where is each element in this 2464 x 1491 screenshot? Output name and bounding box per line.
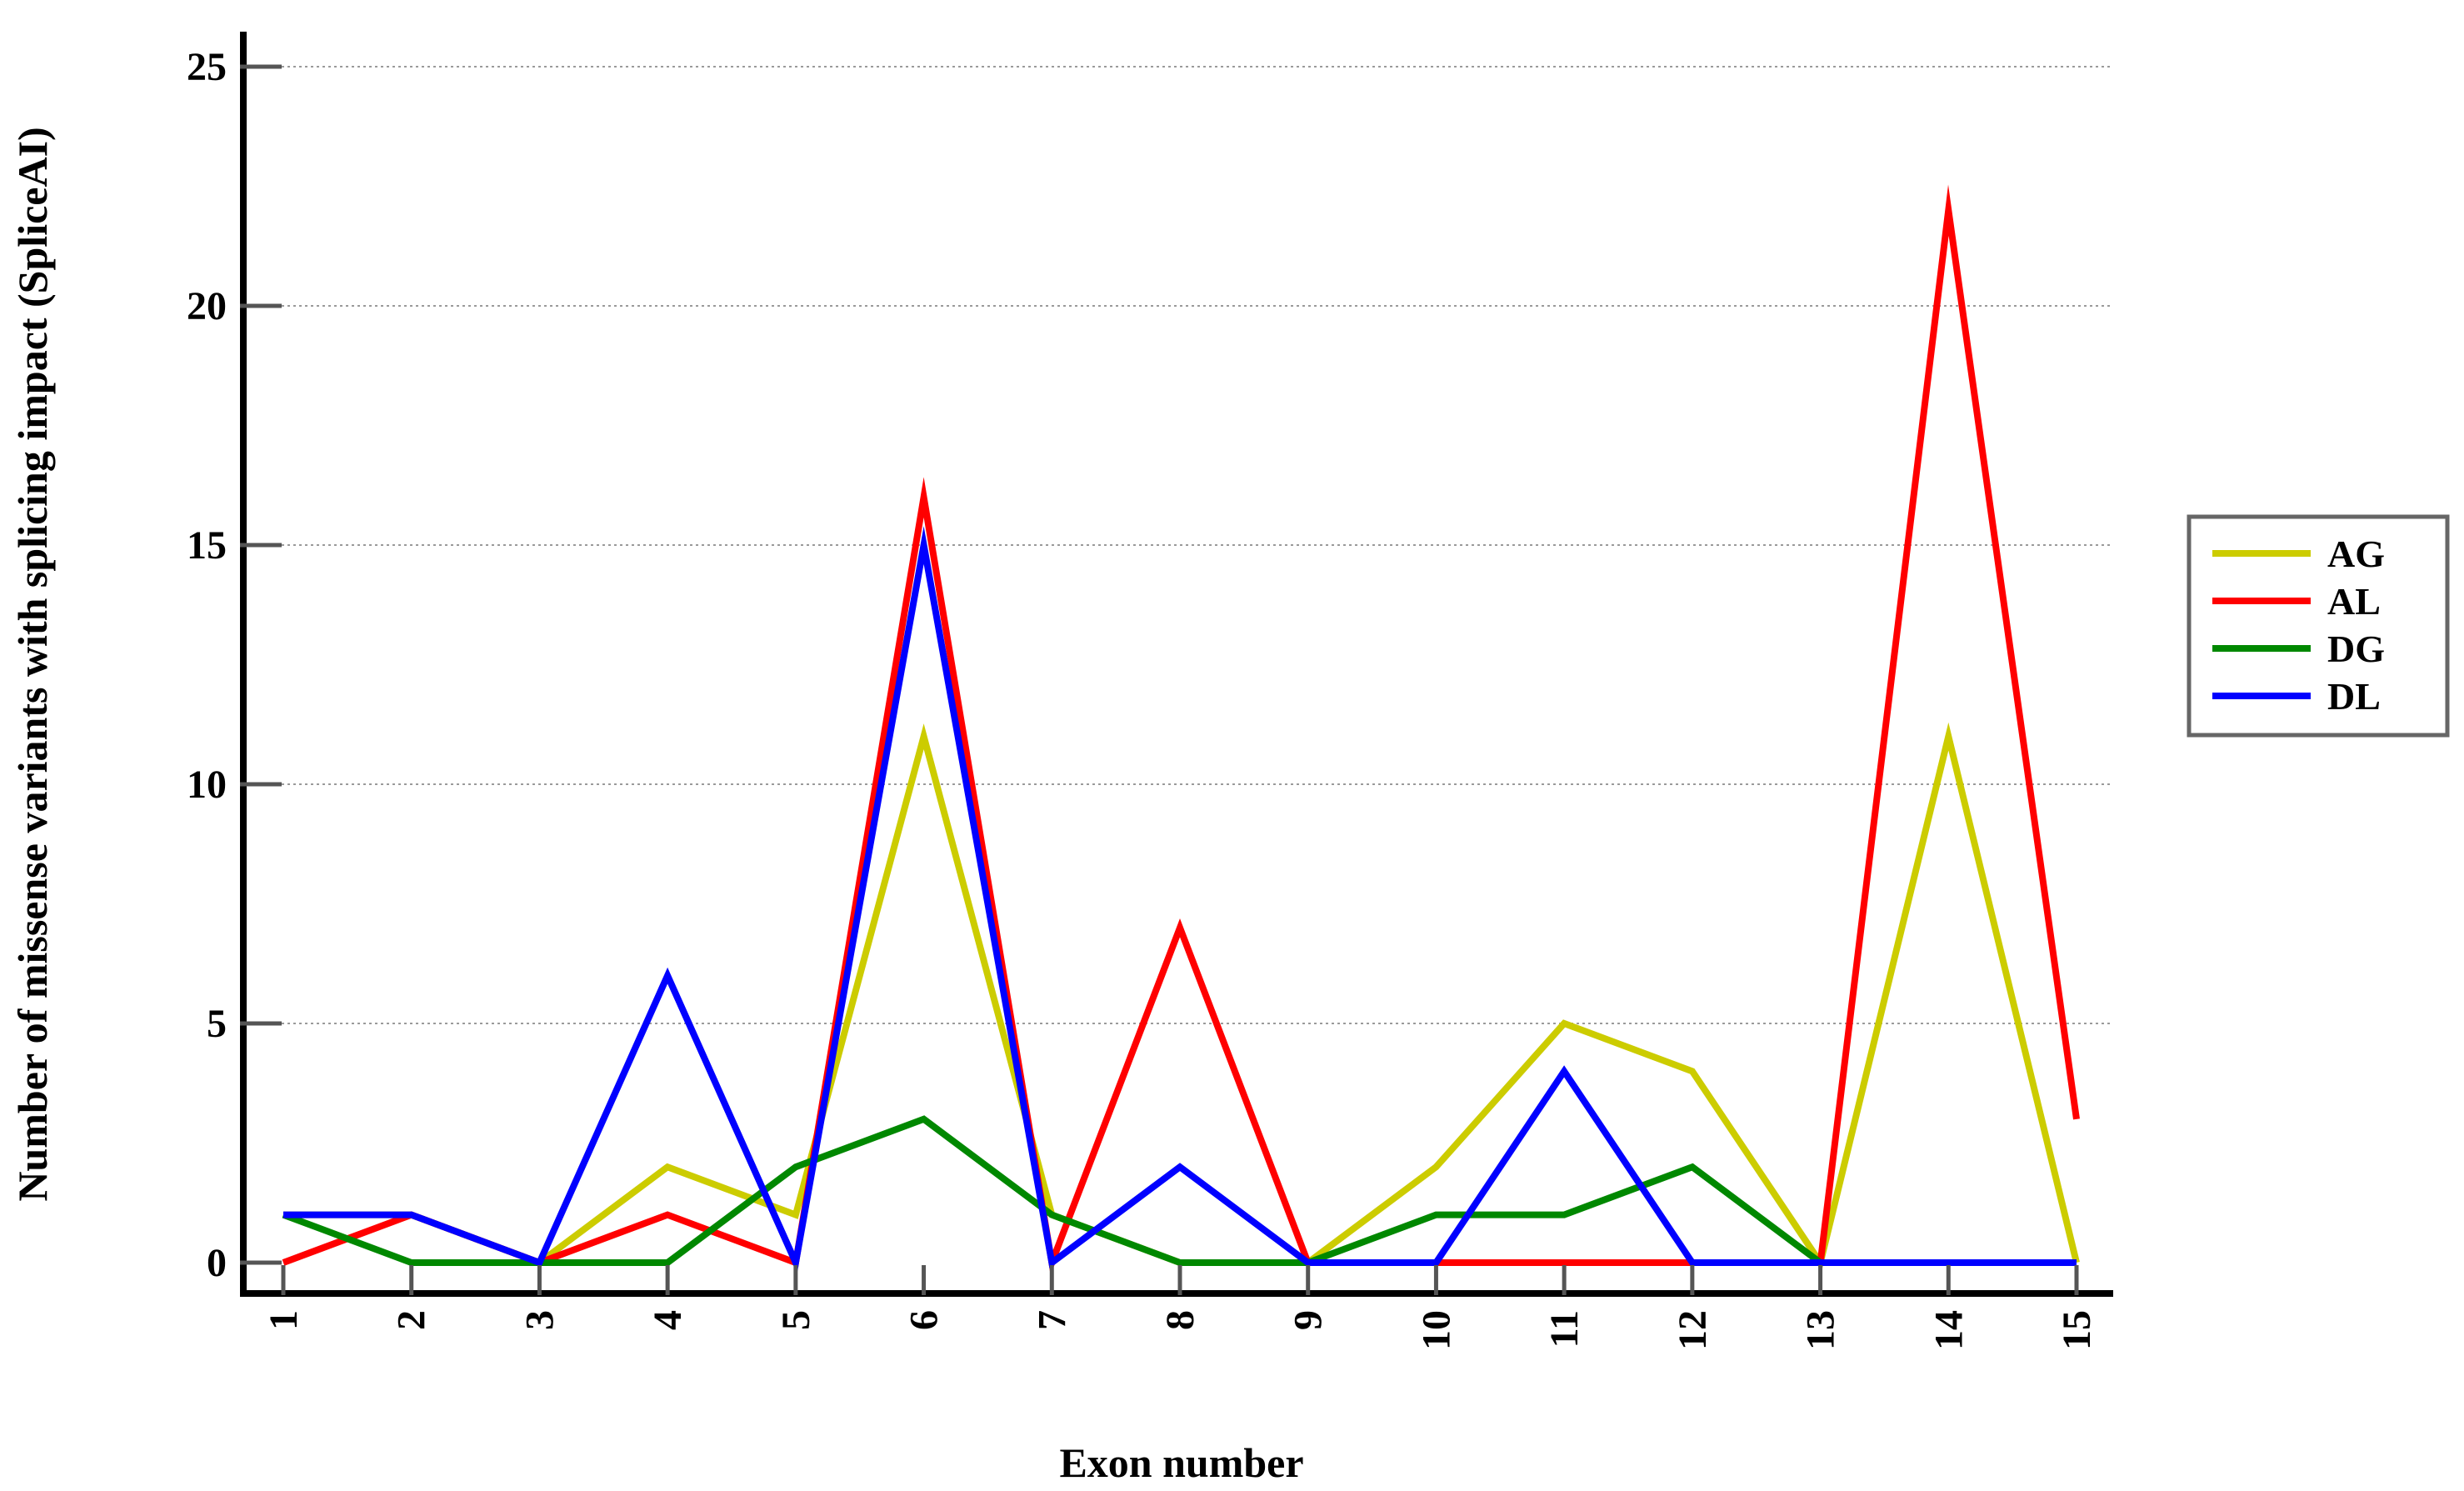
x-tick-label: 10	[1414, 1310, 1458, 1350]
series-line-al	[282, 184, 2080, 1276]
x-tick-label: 7	[1030, 1310, 1074, 1330]
y-tick-label: 15	[187, 523, 227, 568]
series-line-dg	[282, 1115, 2077, 1266]
legend-label-dl: DL	[2327, 675, 2381, 718]
y-axis-title: Number of missense variants with splicin…	[9, 127, 56, 1201]
x-tick-label: 3	[517, 1310, 562, 1330]
y-tick-label: 10	[187, 763, 227, 807]
x-tick-label: 6	[902, 1310, 947, 1330]
series-lines	[282, 184, 2080, 1276]
y-tick-label: 0	[207, 1241, 227, 1285]
axes	[240, 32, 2113, 1297]
y-tick-label: 5	[207, 1002, 227, 1046]
x-axis-title: Exon number	[1059, 1439, 1303, 1486]
x-tick-label: 14	[1927, 1310, 1971, 1350]
legend-label-ag: AG	[2327, 533, 2385, 575]
x-tick-label: 15	[2055, 1310, 2099, 1350]
series-line-ag	[283, 722, 2080, 1271]
y-tick-label: 20	[187, 284, 227, 328]
x-tick-label: 9	[1287, 1310, 1331, 1330]
y-ticks: 0 5 10 15 20 25	[187, 45, 282, 1285]
legend-label-dg: DG	[2327, 628, 2385, 670]
x-tick-label: 1	[262, 1310, 306, 1330]
x-tick-label: 13	[1799, 1310, 1843, 1350]
x-tick-label: 11	[1542, 1310, 1587, 1348]
x-tick-label: 8	[1158, 1310, 1202, 1330]
x-tick-label: 4	[646, 1310, 690, 1330]
x-tick-label: 5	[774, 1310, 818, 1330]
legend-box	[2187, 514, 2450, 738]
series-line-dl	[283, 526, 2077, 1274]
y-tick-label: 25	[187, 45, 227, 89]
x-tick-label: 2	[390, 1310, 434, 1330]
x-ticks: 1 2 3 4 5 6 7 8 9 10 11 12 13 14 15	[262, 1265, 2099, 1350]
gridlines	[247, 66, 2113, 1024]
legend: AG AL DG DL	[2187, 514, 2450, 738]
legend-label-al: AL	[2327, 580, 2381, 623]
x-tick-label: 12	[1671, 1310, 1715, 1350]
